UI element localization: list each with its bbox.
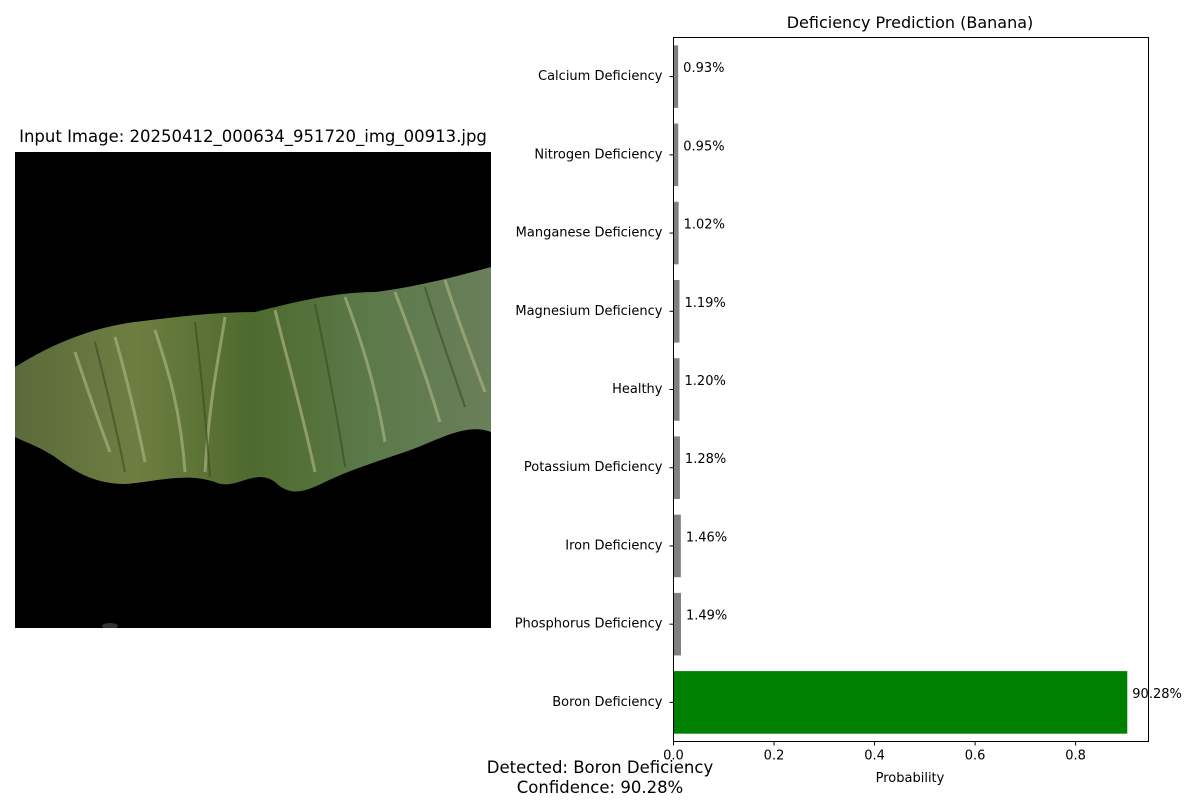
chart-title: Deficiency Prediction (Banana) [787,13,1034,32]
bar-value-label: 1.20% [685,374,726,389]
plot-frame [673,37,1149,742]
y-tick-label: Healthy [612,382,663,397]
bar-value-label: 0.93% [683,61,724,76]
y-tick-label: Nitrogen Deficiency [534,147,662,162]
banana-leaf-photo [15,152,491,628]
x-tick-label: 0.4 [864,749,885,764]
bar-value-label: 1.19% [684,296,725,311]
y-tick-label: Calcium Deficiency [538,69,663,84]
bar-value-label: 1.28% [685,452,726,467]
x-tick-label: 0.0 [663,749,684,764]
confidence-label: Confidence: 90.28% [516,778,684,797]
y-tick-label: Magnesium Deficiency [515,304,662,319]
y-tick-label: Manganese Deficiency [516,226,663,241]
bar [673,123,679,187]
bar [673,514,681,578]
bar-value-label: 90.28% [1132,687,1182,702]
x-tick-label: 0.8 [1065,749,1086,764]
bar [673,671,1128,734]
bar-value-label: 0.95% [683,139,724,154]
bar-value-label: 1.02% [684,218,725,233]
bar [673,45,679,108]
bar-value-label: 1.49% [686,609,727,624]
x-axis-label: Probability [876,771,945,786]
detected-label: Detected: Boron Deficiency [486,758,714,777]
bar [673,279,680,343]
bar [673,201,679,265]
input-image [15,152,491,628]
y-tick-label: Phosphorus Deficiency [515,617,663,632]
y-tick-label: Iron Deficiency [565,538,663,553]
x-tick-label: 0.2 [764,749,785,764]
x-tick-label: 0.6 [965,749,986,764]
bar-value-label: 1.46% [686,530,727,545]
bar [673,592,681,656]
input-image-title: Input Image: 20250412_000634_951720_img_… [19,127,487,146]
y-tick-label: Boron Deficiency [552,695,663,710]
bar [673,436,680,500]
bar [673,358,680,421]
y-tick-label: Potassium Deficiency [524,460,663,475]
prediction-summary: Detected: Boron Deficiency Confidence: 9… [400,758,800,798]
